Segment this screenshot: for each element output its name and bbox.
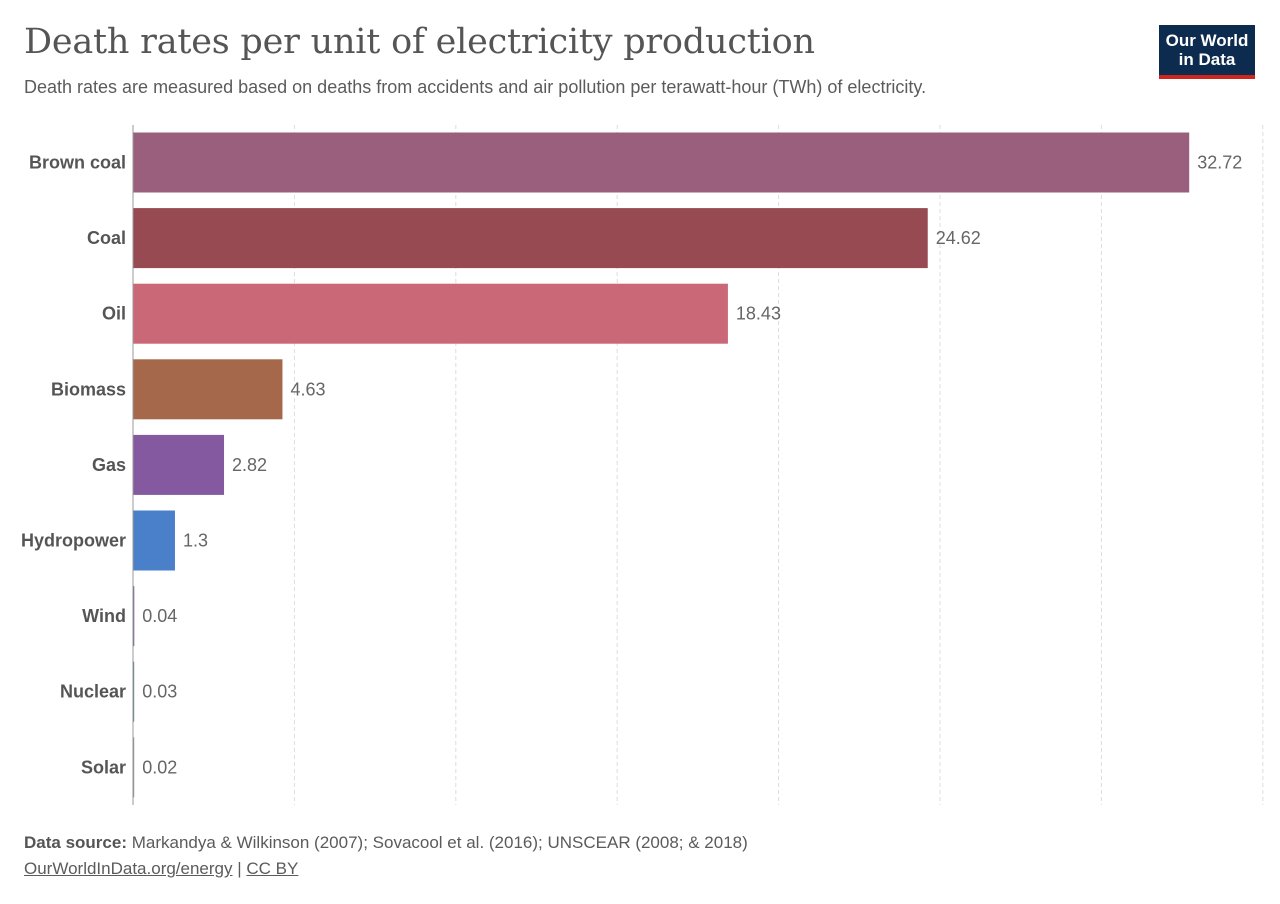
category-label: Brown coal xyxy=(29,153,126,173)
bar[interactable] xyxy=(133,359,283,420)
value-label: 32.72 xyxy=(1197,153,1242,173)
bars-group: Brown coal 32.72 Coal 24.62 Oil 18.43 Biomass 4… xyxy=(21,132,1242,798)
category-label: Gas xyxy=(92,455,126,475)
chart-title: Death rates per unit of electricity prod… xyxy=(24,22,815,62)
source-text: Markandya & Wilkinson (2007); Sovacool e… xyxy=(131,833,748,852)
source-line: Data source: Markandya & Wilkinson (2007… xyxy=(24,830,748,856)
logo-line-1: Our World xyxy=(1165,31,1249,50)
value-label: 4.63 xyxy=(290,379,325,399)
license-link[interactable]: CC BY xyxy=(246,859,299,878)
bar[interactable] xyxy=(133,661,135,722)
category-label: Wind xyxy=(82,606,126,626)
category-label: Oil xyxy=(102,304,126,324)
category-label: Solar xyxy=(81,757,126,777)
bar[interactable] xyxy=(133,510,175,571)
category-label: Nuclear xyxy=(60,682,126,702)
bar[interactable] xyxy=(133,586,135,647)
value-label: 0.03 xyxy=(142,682,177,702)
logo-line-2: in Data xyxy=(1178,50,1236,69)
bar[interactable] xyxy=(133,132,1190,193)
category-label: Hydropower xyxy=(21,531,126,551)
bar[interactable] xyxy=(133,208,928,269)
source-url-link[interactable]: OurWorldInData.org/energy xyxy=(24,859,233,878)
source-label: Data source: xyxy=(24,833,127,852)
link-separator: | xyxy=(237,859,242,878)
value-label: 2.82 xyxy=(232,455,267,475)
bar[interactable] xyxy=(133,283,728,344)
bar-chart: Brown coal 32.72 Coal 24.62 Oil 18.43 Biomass 4… xyxy=(21,125,1264,805)
bar[interactable] xyxy=(133,434,225,495)
category-label: Coal xyxy=(87,228,126,248)
chart-subtitle: Death rates are measured based on deaths… xyxy=(24,77,927,97)
value-label: 18.43 xyxy=(736,304,781,324)
owid-logo[interactable]: Our World in Data xyxy=(1159,25,1255,79)
bar[interactable] xyxy=(133,737,135,798)
value-label: 0.02 xyxy=(142,757,177,777)
category-label: Biomass xyxy=(51,379,126,399)
value-label: 24.62 xyxy=(936,228,981,248)
value-label: 1.3 xyxy=(183,531,208,551)
link-line: OurWorldInData.org/energy | CC BY xyxy=(24,856,748,882)
footer: Data source: Markandya & Wilkinson (2007… xyxy=(24,830,748,882)
value-label: 0.04 xyxy=(142,606,177,626)
